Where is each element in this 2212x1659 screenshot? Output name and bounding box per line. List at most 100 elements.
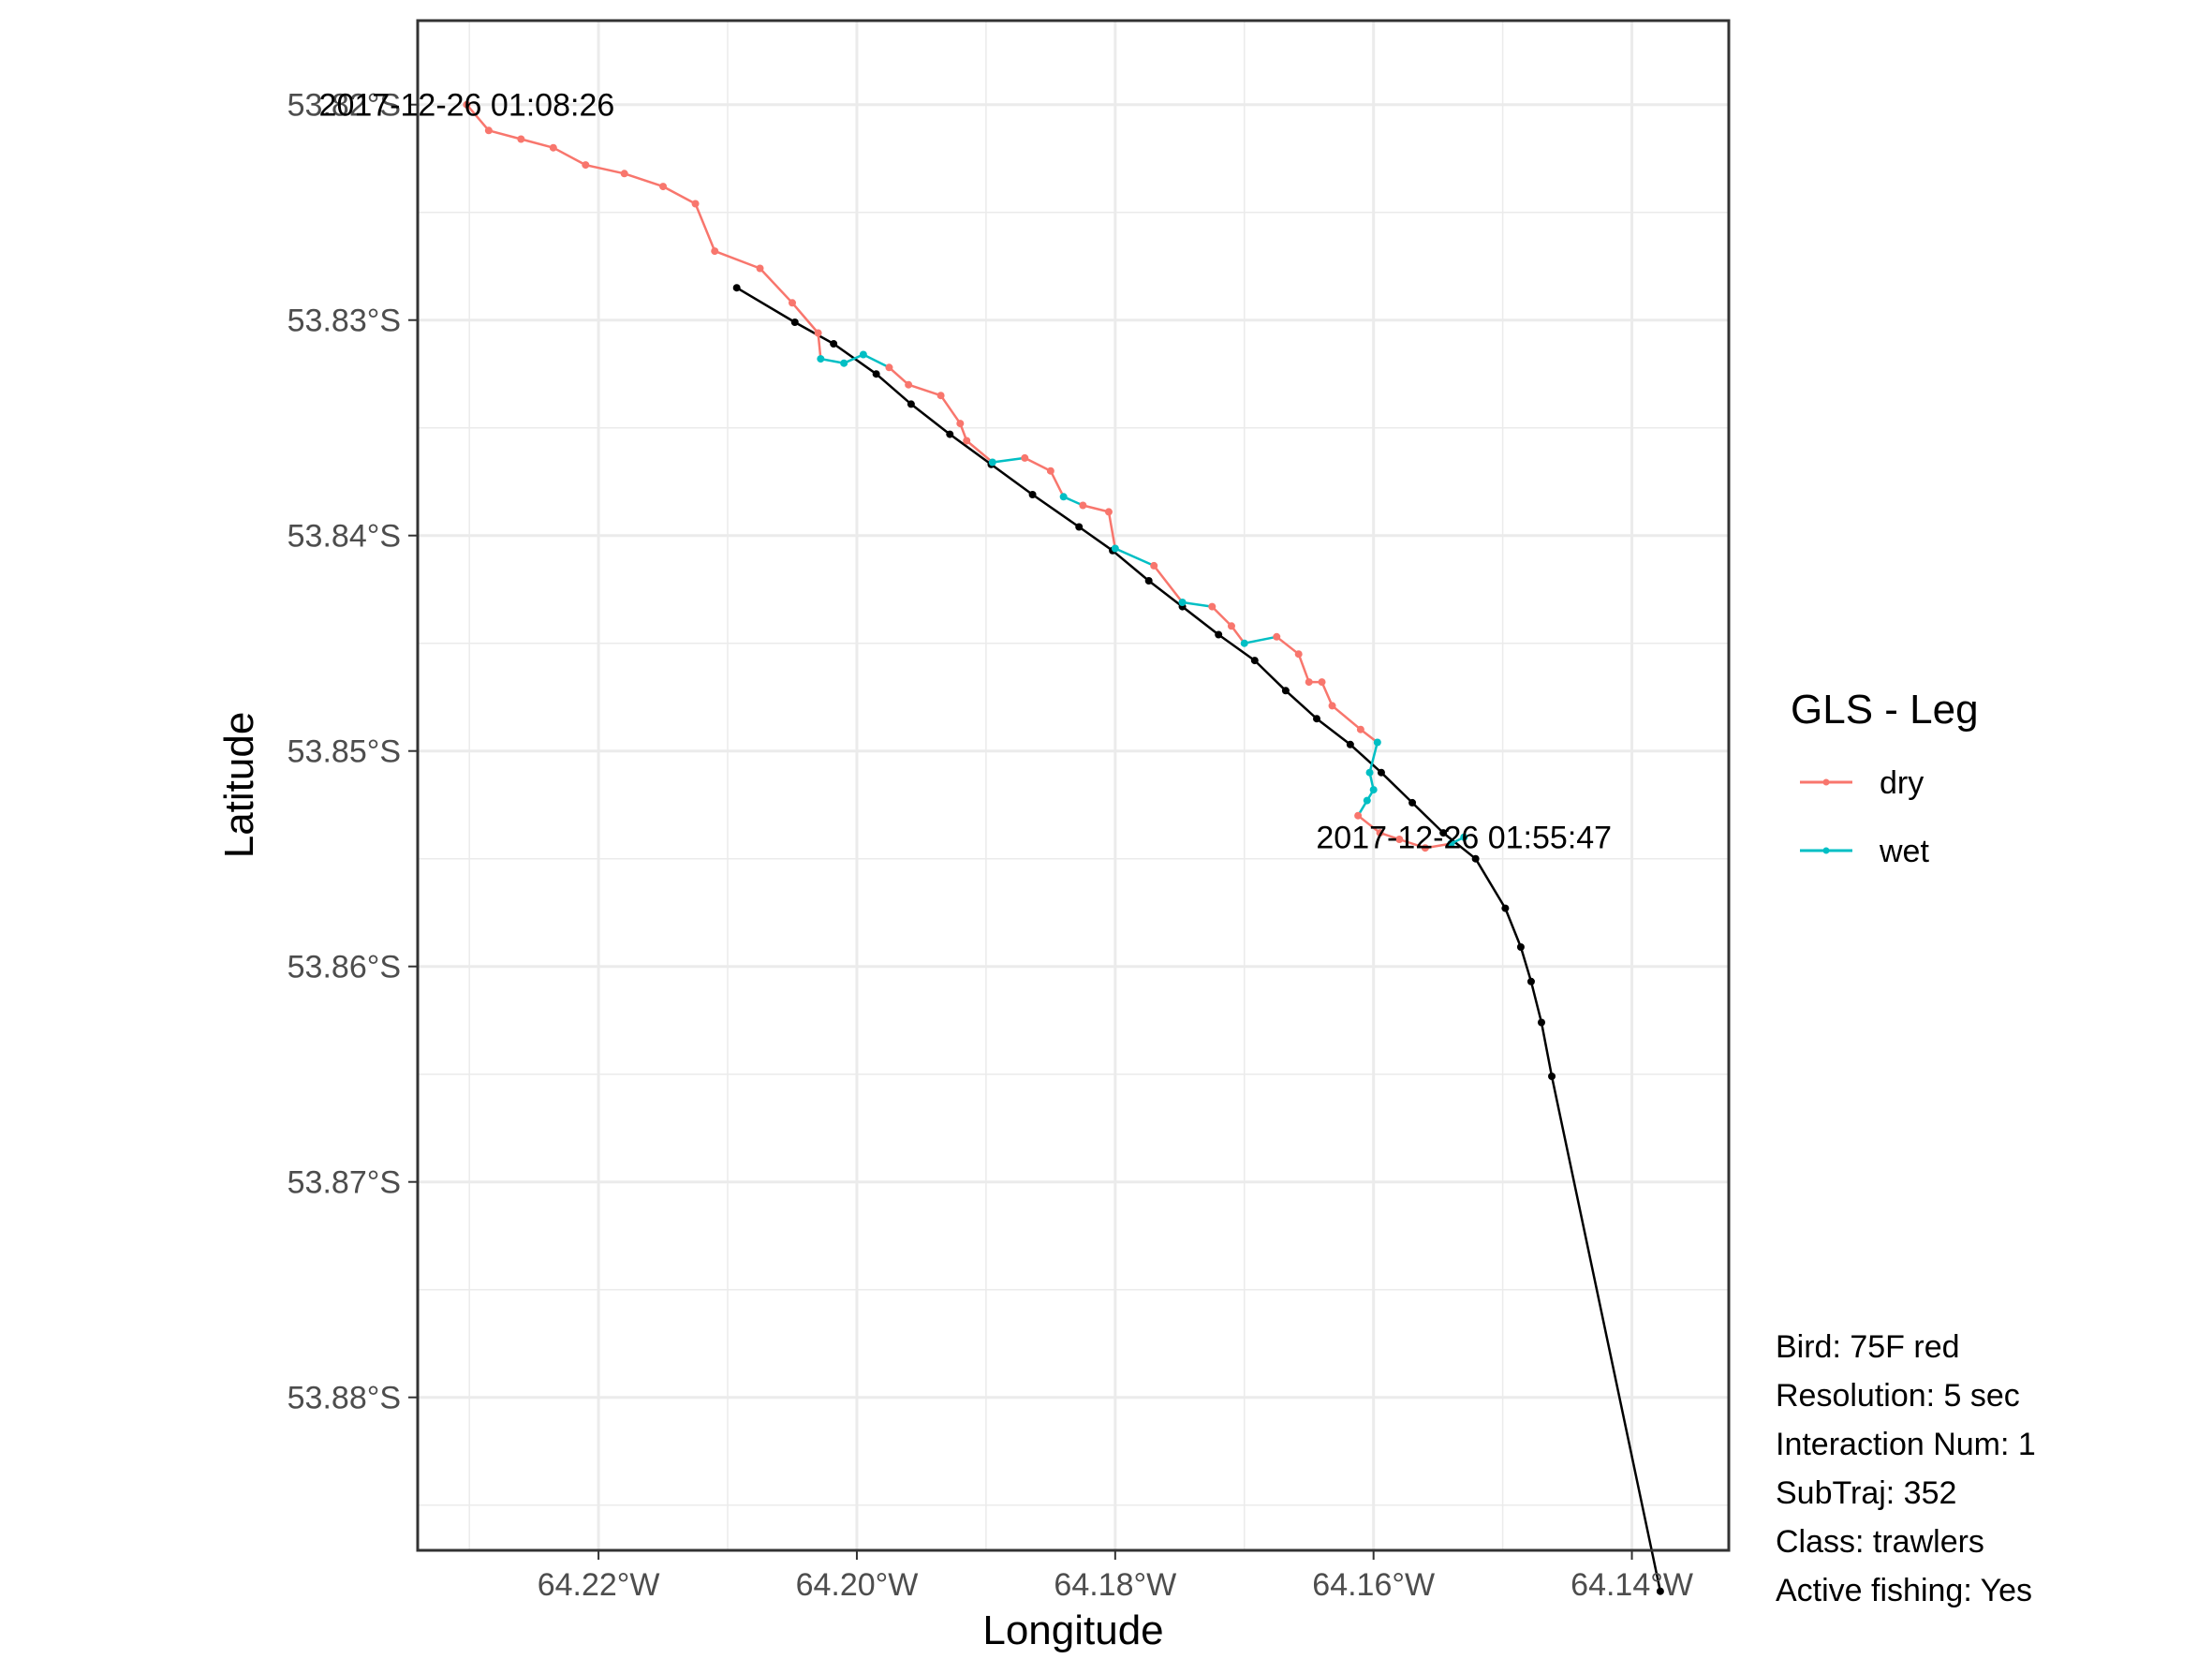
vessel-point bbox=[1144, 577, 1153, 585]
bird-point bbox=[517, 135, 525, 143]
bird-point bbox=[549, 143, 557, 152]
bird-segment bbox=[790, 302, 819, 334]
vessel-point bbox=[830, 340, 838, 348]
bird-point bbox=[840, 359, 848, 367]
vessel-point bbox=[790, 318, 799, 326]
bird-segment bbox=[487, 129, 523, 141]
vessel-segment bbox=[1181, 605, 1220, 636]
vessel-point bbox=[1526, 977, 1535, 985]
vessel-point bbox=[1028, 491, 1037, 498]
bird-segment bbox=[1243, 635, 1278, 644]
x-tick-label: 64.14°W bbox=[1571, 1567, 1693, 1603]
bird-segment bbox=[1320, 680, 1334, 707]
y-tick-label: 53.87°S bbox=[288, 1165, 401, 1201]
bird-point bbox=[1273, 632, 1281, 641]
vessel-segment bbox=[909, 403, 951, 436]
bird-segment bbox=[1152, 564, 1184, 604]
bird-point bbox=[1294, 650, 1303, 659]
info-class: Class: trawlers bbox=[1776, 1524, 1984, 1560]
bird-segment bbox=[907, 383, 942, 397]
bird-point bbox=[1376, 829, 1384, 837]
bird-segment bbox=[1356, 814, 1381, 835]
bird-segment bbox=[623, 172, 665, 188]
y-tick-label: 53.85°S bbox=[288, 734, 401, 770]
vessel-segment bbox=[735, 286, 797, 324]
bird-point bbox=[1447, 839, 1455, 848]
vessel-point bbox=[1215, 630, 1223, 639]
y-tick-label: 53.88°S bbox=[288, 1381, 401, 1416]
x-tick-label: 64.18°W bbox=[1054, 1567, 1176, 1603]
bird-point bbox=[620, 170, 628, 178]
vessel-point bbox=[1313, 715, 1320, 723]
timestamp-annotation: 2017-12-26 01:55:47 bbox=[1316, 821, 1612, 856]
vessel-segment bbox=[1529, 980, 1543, 1024]
bird-point bbox=[484, 126, 493, 135]
bird-point bbox=[1421, 844, 1429, 852]
vessel-segment bbox=[1284, 689, 1319, 720]
bird-segment bbox=[888, 366, 910, 386]
bird-segment bbox=[1024, 456, 1053, 472]
bird-point bbox=[1104, 508, 1113, 516]
bird-segment bbox=[1113, 547, 1156, 568]
vessel-point bbox=[1408, 798, 1417, 807]
vessel-segment bbox=[1441, 831, 1477, 860]
legend-dry-point bbox=[1822, 778, 1830, 786]
legend-wet-point bbox=[1822, 847, 1830, 854]
vessel-point bbox=[1250, 657, 1259, 665]
bird-point bbox=[1365, 768, 1374, 777]
bird-point bbox=[1373, 738, 1381, 747]
vessel-segment bbox=[1217, 633, 1257, 662]
bird-segment bbox=[584, 163, 626, 175]
vessel-segment bbox=[793, 320, 835, 346]
panel-border bbox=[416, 19, 1731, 1552]
bird-segment bbox=[552, 146, 587, 167]
bird-point bbox=[988, 458, 996, 467]
bird-segment bbox=[939, 393, 962, 425]
vessel-segment bbox=[1077, 526, 1114, 553]
bird-point bbox=[582, 161, 590, 170]
vessel-segment bbox=[1550, 1074, 1662, 1592]
bird-segment bbox=[1423, 842, 1453, 850]
info-resolution: Resolution: 5 sec bbox=[1776, 1378, 2020, 1414]
bird-point bbox=[1328, 702, 1336, 710]
vessel-segment bbox=[1349, 743, 1383, 774]
y-tick-label: 53.86°S bbox=[288, 950, 401, 985]
bird-segment bbox=[1107, 511, 1117, 550]
y-tick-label: 53.84°S bbox=[288, 519, 401, 555]
vessel-point bbox=[1439, 829, 1448, 837]
bird-point bbox=[1227, 622, 1235, 630]
bird-point bbox=[1460, 833, 1468, 841]
vessel-point bbox=[1516, 943, 1525, 951]
bird-segment bbox=[1368, 741, 1379, 774]
x-axis-title: Longitude bbox=[982, 1607, 1163, 1653]
bird-point bbox=[936, 392, 945, 400]
bird-segment bbox=[819, 357, 846, 364]
vessel-point bbox=[907, 400, 915, 408]
bird-point bbox=[1395, 836, 1404, 843]
vessel-segment bbox=[1147, 579, 1184, 608]
bird-point bbox=[885, 363, 893, 372]
vessel-point bbox=[1346, 740, 1354, 748]
bird-point bbox=[463, 100, 471, 109]
bird-segment bbox=[661, 185, 697, 205]
x-tick-label: 64.22°W bbox=[538, 1567, 660, 1603]
bird-point bbox=[956, 420, 965, 428]
bird-segment bbox=[862, 353, 891, 369]
vessel-segment bbox=[990, 463, 1034, 496]
bird-point bbox=[814, 329, 822, 337]
vessel-point bbox=[1075, 523, 1084, 531]
vessel-segment bbox=[1111, 549, 1150, 583]
bird-segment bbox=[1049, 469, 1065, 498]
grid-lines bbox=[418, 21, 1729, 1550]
bird-point bbox=[963, 437, 971, 445]
bird-point bbox=[1354, 811, 1363, 820]
bird-point bbox=[1046, 467, 1054, 475]
bird-segment bbox=[965, 439, 995, 464]
legend-title: GLS - Leg bbox=[1791, 687, 1979, 733]
info-fishing: Active fishing: Yes bbox=[1776, 1573, 2033, 1608]
annotations: 2017-12-26 01:08:26 2017-12-26 01:55:47 bbox=[319, 88, 1613, 856]
bird-point bbox=[1178, 599, 1187, 606]
bird-segment bbox=[694, 202, 716, 253]
bird-point bbox=[1305, 678, 1313, 687]
bird-point bbox=[711, 247, 719, 256]
